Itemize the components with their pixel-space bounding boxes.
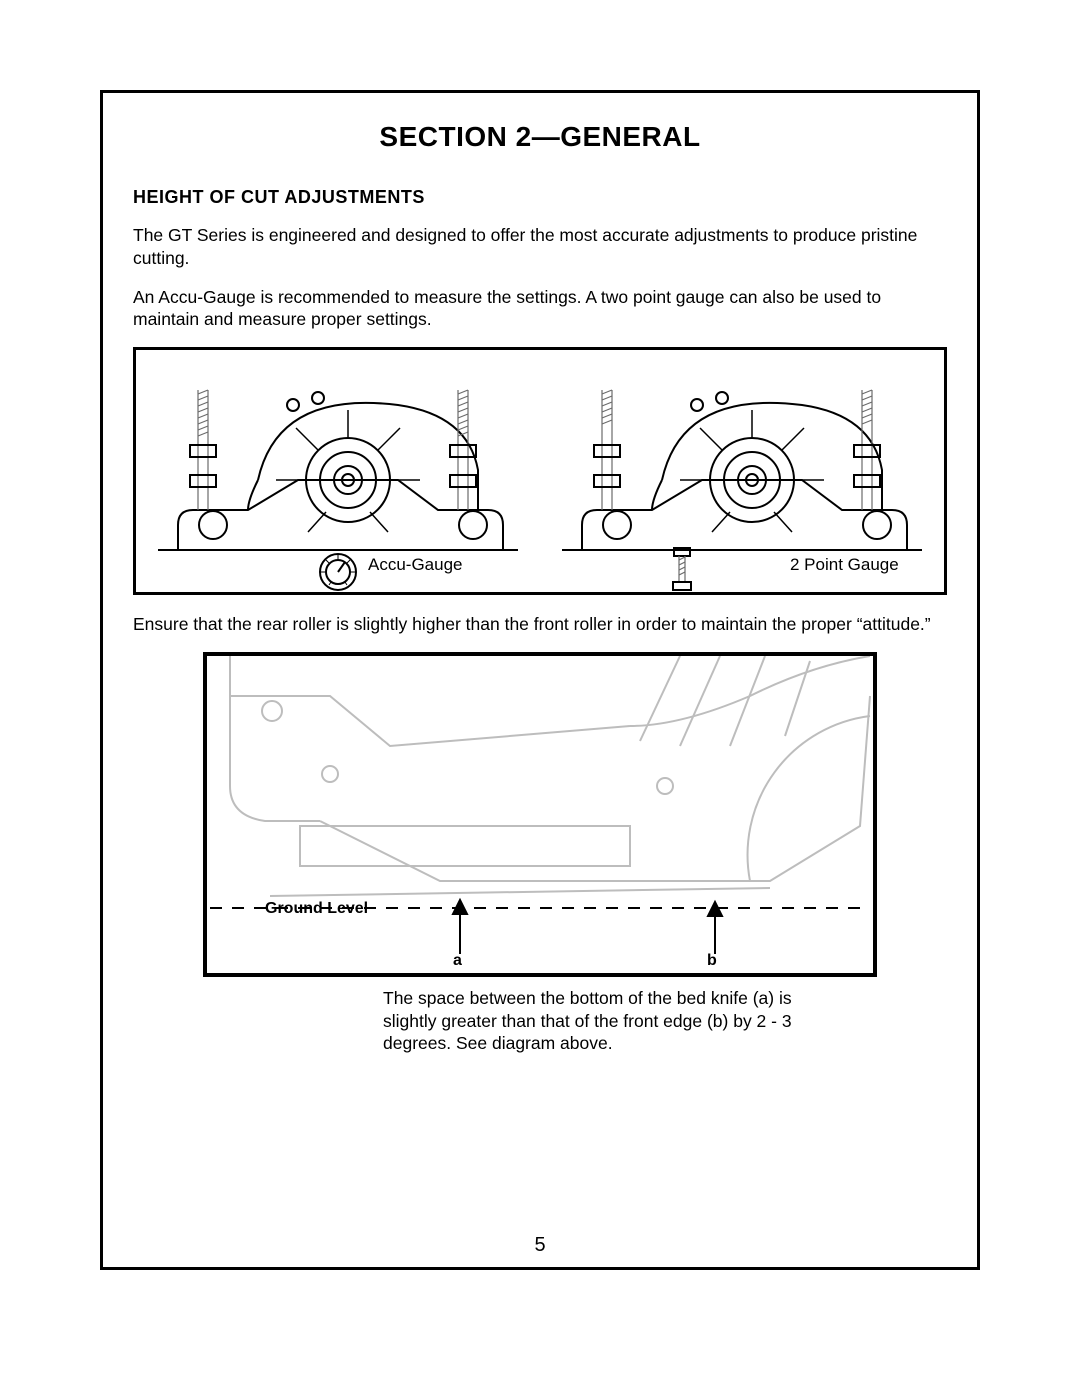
figure-2-wrap: Ground Level a b The space between the b… (133, 652, 947, 1055)
figure-1-right: 2 Point Gauge (540, 350, 944, 592)
marker-a: a (453, 952, 462, 970)
figure-2: Ground Level a b (203, 652, 877, 977)
page: SECTION 2—GENERAL HEIGHT OF CUT ADJUSTME… (0, 0, 1080, 1397)
figure-1-left-label: Accu-Gauge (368, 555, 463, 575)
figure-1: Accu-Gauge (133, 347, 947, 595)
paragraph-2: An Accu-Gauge is recommended to measure … (133, 286, 947, 332)
figure-1-right-label: 2 Point Gauge (790, 555, 899, 575)
ground-level-label: Ground Level (265, 900, 368, 918)
mower-unit-left-icon (136, 350, 540, 592)
paragraph-1: The GT Series is engineered and designed… (133, 224, 947, 270)
marker-b: b (707, 952, 717, 970)
figure-2-caption: The space between the bottom of the bed … (383, 987, 803, 1055)
figure-1-left: Accu-Gauge (136, 350, 540, 592)
subheading: HEIGHT OF CUT ADJUSTMENTS (133, 187, 947, 208)
page-frame: SECTION 2—GENERAL HEIGHT OF CUT ADJUSTME… (100, 90, 980, 1270)
paragraph-3: Ensure that the rear roller is slightly … (133, 613, 947, 636)
attitude-diagram-icon (207, 656, 873, 973)
section-title: SECTION 2—GENERAL (133, 121, 947, 153)
page-number: 5 (103, 1234, 977, 1257)
